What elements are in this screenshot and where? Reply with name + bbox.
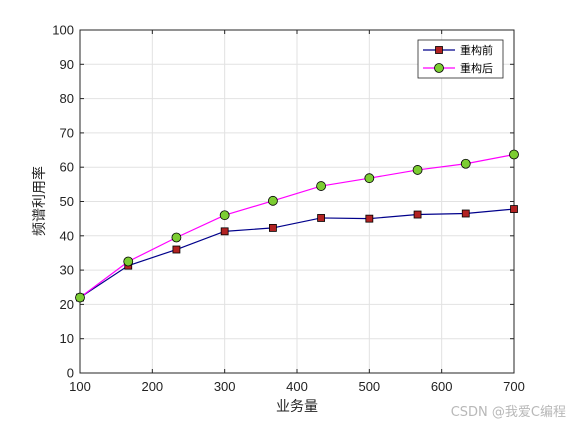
- data-point-series-1: [365, 214, 374, 223]
- legend-label-1: 重构前: [460, 43, 493, 57]
- x-axis-title: 业务量: [276, 399, 318, 415]
- data-point-series-1: [269, 224, 277, 232]
- legend-box: [417, 39, 504, 79]
- legend-label-2: 重构后: [460, 61, 493, 75]
- x-tick-label: 600: [431, 379, 453, 394]
- series-lines: [79, 153, 515, 299]
- data-point-series-2: [75, 292, 85, 303]
- data-point-series-1: [172, 245, 181, 254]
- y-tick-label: 40: [60, 228, 74, 243]
- y-tick-label: 90: [60, 57, 74, 72]
- legend-marker-1: [435, 46, 443, 54]
- data-point-series-2: [509, 149, 519, 160]
- data-point-series-2: [268, 195, 278, 206]
- tick-marks: [79, 29, 515, 374]
- data-point-series-2: [364, 173, 375, 184]
- x-tick-label: 200: [141, 379, 163, 394]
- x-tick-label: 400: [286, 379, 308, 394]
- x-tick-label: 700: [503, 379, 525, 394]
- data-point-series-2: [460, 158, 471, 169]
- y-tick-label: 80: [60, 91, 74, 106]
- y-axis-title: 频谱利用率: [31, 166, 48, 236]
- data-point-series-2: [219, 210, 230, 221]
- series-line-1: [79, 208, 515, 299]
- data-point-series-2: [123, 256, 134, 267]
- watermark: CSDN @我爱C编程: [451, 405, 566, 420]
- data-point-series-2: [412, 165, 423, 175]
- data-point-series-1: [220, 227, 229, 236]
- y-tick-label: 10: [60, 331, 74, 346]
- data-point-series-2: [171, 232, 182, 243]
- y-tick-label: 50: [60, 194, 74, 209]
- y-tick-label: 100: [52, 23, 74, 38]
- series-line-2: [79, 153, 515, 299]
- y-tick-label: 20: [60, 297, 74, 312]
- y-tick-label: 60: [60, 160, 74, 175]
- x-tick-label: 100: [69, 379, 91, 394]
- data-point-series-1: [413, 210, 422, 219]
- data-point-series-1: [461, 209, 470, 218]
- y-tick-label: 0: [67, 366, 74, 381]
- series-markers: [75, 149, 519, 303]
- y-tick-label: 70: [60, 125, 74, 140]
- y-tick-labels: 0 10 20 30 40 50 60 70 80 90 100: [52, 23, 74, 381]
- x-tick-label: 300: [214, 379, 236, 394]
- x-tick-labels: 100 200 300 400 500 600 700: [69, 379, 525, 394]
- y-tick-label: 30: [60, 263, 74, 278]
- data-point-series-1: [510, 205, 518, 213]
- data-point-series-1: [317, 214, 325, 222]
- legend-marker-2: [434, 63, 444, 73]
- x-tick-label: 500: [358, 379, 380, 394]
- data-point-series-2: [316, 181, 326, 191]
